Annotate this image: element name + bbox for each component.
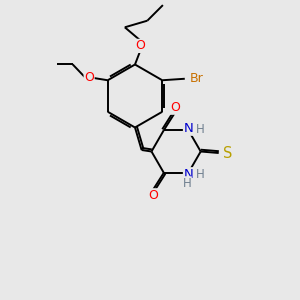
Text: O: O xyxy=(170,101,180,114)
Text: O: O xyxy=(148,189,158,202)
Text: N: N xyxy=(184,122,193,135)
Text: Br: Br xyxy=(189,72,203,85)
Text: H: H xyxy=(182,177,191,190)
Text: N: N xyxy=(184,168,193,181)
Text: H: H xyxy=(195,123,204,136)
Text: H: H xyxy=(195,168,204,182)
Text: O: O xyxy=(136,39,145,52)
Text: O: O xyxy=(84,71,94,84)
Text: S: S xyxy=(223,146,232,160)
